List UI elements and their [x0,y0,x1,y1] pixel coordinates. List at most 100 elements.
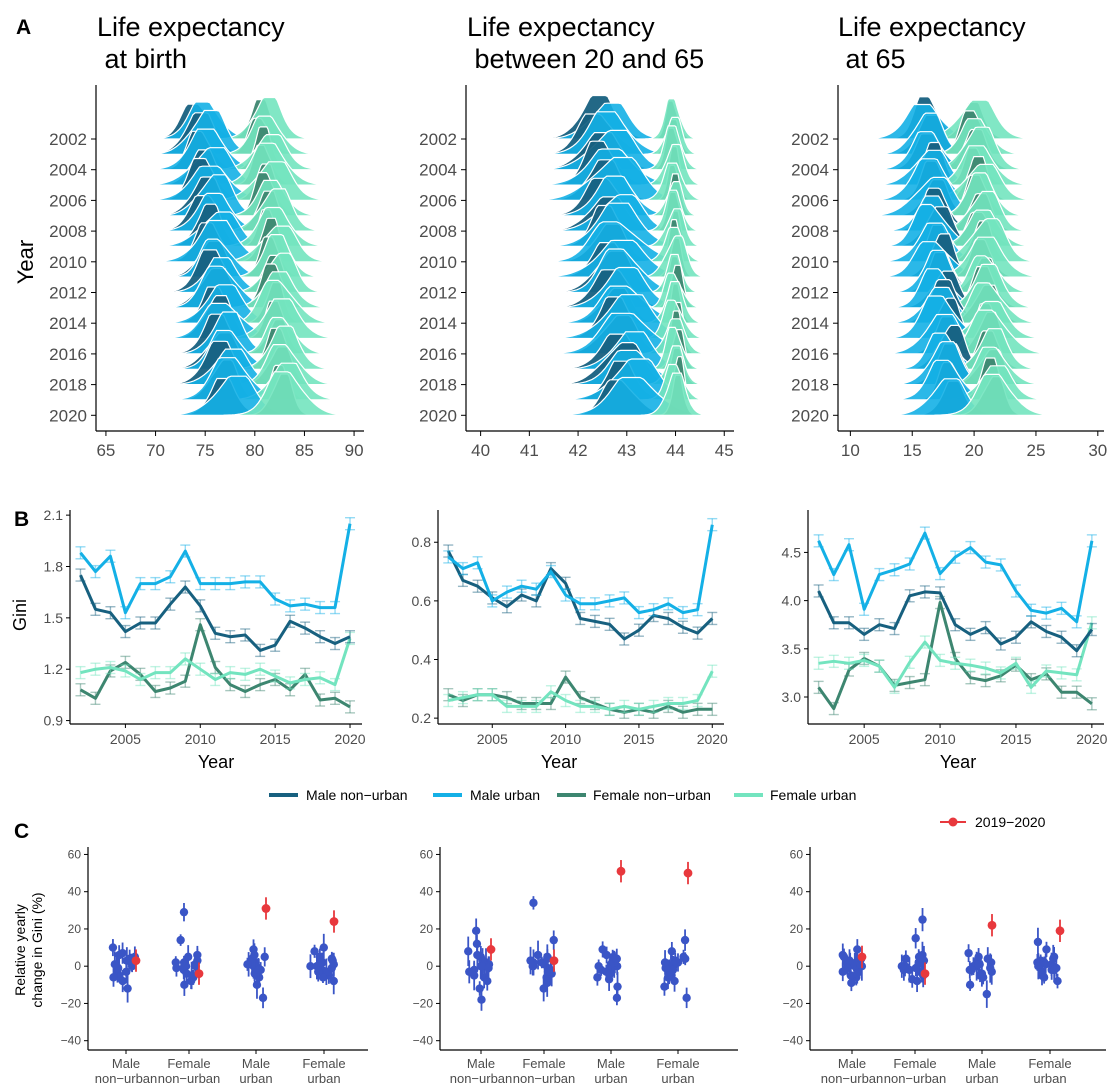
change-point-4-17 [314,967,323,976]
legend-label-female-nonurban: Female non−urban [593,787,711,803]
change-point-2019-2020-2 [194,969,204,979]
panel-letter-b: B [14,508,29,531]
series-line-male-urban [79,523,352,615]
change-point-1-7 [853,945,862,954]
ridgeline-1-y-tick-label-2004: 2004 [49,161,87,180]
ridgeline-3-y-tick-label-2006: 2006 [791,191,829,210]
change-point-4-13 [660,958,670,967]
ridgeline-3-x-tick-label-30: 30 [1088,441,1107,460]
change-3-y-tick-label: 40 [790,885,804,899]
category-label-line-2: non−urban [95,1071,158,1084]
change-3-y-tick-label: −20 [783,996,804,1010]
change-point-2-16 [179,961,189,971]
change-point-2-17 [187,971,196,980]
ridgeline-3-y-tick-label-2012: 2012 [791,284,829,303]
change-point-3-15 [967,965,976,975]
panel-a-title-3-line-2: at 65 [838,44,906,74]
ridgeline-1-y-tick-label-2008: 2008 [49,222,87,241]
ridgeline-1-x-tick-label-75: 75 [196,441,215,460]
panel-letter-a: A [16,16,31,39]
panel-a-title-1-line-2: at birth [97,44,187,74]
change-point-3-16 [594,961,603,971]
series-line-male-nonurban [79,574,351,652]
ridgeline-3-y-tick-label-2010: 2010 [791,253,829,272]
category-label-line-2: non−urban [158,1071,221,1084]
change-point-2-3 [176,935,185,945]
gini-2-x-tick-label-2005: 2005 [477,731,508,747]
change-point-2-6 [549,935,558,945]
change-2-y-tick-label: 20 [420,922,434,936]
change-3-y-tick-label: 20 [790,922,804,936]
ridgeline-2-y-tick-label-2014: 2014 [419,314,457,333]
change-point-4-7 [319,943,328,952]
ridgeline-2-x-tick-label-41: 41 [520,441,539,460]
ridgeline-2-x-tick-label-45: 45 [715,441,734,460]
category-label-line-2: urban [965,1071,998,1084]
change-point-2-14 [908,975,917,984]
change-point-2-16 [899,965,909,975]
category-label-line-1: Male [112,1056,140,1071]
change-point-2-16 [543,967,553,976]
change-point-4-7 [667,947,677,956]
panel-b-y-axis-label: Gini [10,599,30,631]
ridgeline-1-x-tick-label-80: 80 [245,441,264,460]
ridgeline-1-y-tick-label-2012: 2012 [49,284,87,303]
gini-change-chart-3: Malenon−urbanFemalenon−urbanMaleurbanFem… [783,847,1106,1084]
category-label-line-1: Male [968,1056,996,1071]
panel-a-y-axis-label: Year [13,240,38,284]
ridgeline-3-x-tick-label-20: 20 [965,441,984,460]
gini-2-x-tick-label-2020: 2020 [697,731,728,747]
change-point-3-17 [977,969,987,978]
change-1-y-tick-label: −40 [61,1034,82,1048]
change-2-y-tick-label: 40 [420,885,434,899]
series-line-male-urban [447,524,714,615]
change-point-2-15 [171,958,180,967]
category-label-line-1: Female [522,1056,565,1071]
change-point-2019-2020-3 [261,904,271,913]
change-point-3-7 [598,945,607,954]
change-point-2-17 [914,952,924,962]
panel-c-y-axis-label: Relative yearly change in Gini (%) [12,892,45,1007]
category-label-line-2: non−urban [513,1071,576,1084]
ridge-female-urban-2020 [934,373,1059,416]
gini-change-chart-1: Malenon−urbanFemalenon−urbanMaleurbanFem… [61,847,368,1084]
ridgeline-2-y-tick-label-2008: 2008 [419,222,457,241]
ridgeline-2-x-tick-label-40: 40 [471,441,490,460]
ridgeline-1-x-tick-label-70: 70 [146,441,165,460]
gini-line-chart-2: 0.2 0.4 0.6 0.8 2005 2010 2015 2020 [412,510,728,747]
category-label-line-1: Female [1028,1056,1071,1071]
gini-1-x-tick-label-2015: 2015 [260,731,291,747]
ridgeline-3-y-tick-label-2020: 2020 [791,406,829,425]
gini-2-y-tick-label: 0.8 [412,534,432,550]
change-1-y-tick-label: 60 [68,847,82,861]
category-label-line-2: urban [239,1071,272,1084]
gini-2-y-tick-label: 0.4 [412,652,432,668]
change-point-2019-2020-4 [1055,926,1065,936]
change-point-4-14 [1039,973,1049,982]
ridgeline-1-y-tick-label-2002: 2002 [49,130,87,149]
panel-letter-c: C [14,820,29,843]
category-label-line-1: Female [893,1056,936,1071]
legend-label-female-urban: Female urban [770,787,856,803]
ridgeline-1-x-tick-label-85: 85 [295,441,314,460]
change-point-3-0 [982,989,991,999]
ridgeline-2-x-tick-label-44: 44 [666,441,685,460]
ridgeline-2-y-tick-label-2010: 2010 [419,253,457,272]
change-point-1-13 [122,967,131,976]
change-point-2019-2020-1 [486,945,496,954]
change-point-2019-2020-1 [131,956,141,966]
change-point-4-8 [680,935,690,945]
change-1-y-tick-label: 20 [68,922,82,936]
ridgeline-1-y-tick-label-2014: 2014 [49,314,87,333]
ridgeline-2-y-tick-label-2016: 2016 [419,345,457,364]
panel-b-x-axis-label-1: Year [198,752,234,772]
change-point-4-14 [670,976,679,986]
change-point-2-13 [528,961,537,971]
change-point-4-14 [318,973,328,982]
ridgeline-3-y-tick-label-2018: 2018 [791,376,829,395]
ridgeline-3-x-tick-label-15: 15 [903,441,922,460]
category-label-line-1: Male [838,1056,866,1071]
ridgeline-3-y-tick-label-2002: 2002 [791,130,829,149]
change-point-3-10 [986,963,995,973]
